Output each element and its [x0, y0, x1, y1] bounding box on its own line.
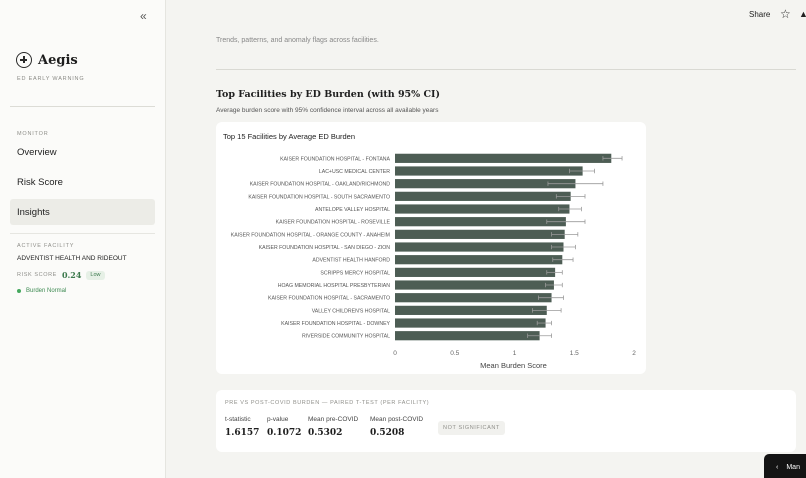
x-tick-label: 1	[513, 350, 517, 357]
x-tick-label: 0	[393, 350, 397, 357]
stat-mean-post-covid: Mean post-COVID 0.5208	[370, 416, 423, 438]
collapse-sidebar-button[interactable]: «	[140, 9, 147, 23]
status-dot-icon	[17, 289, 21, 293]
stat-label: t-statistic	[225, 416, 259, 423]
y-tick-label: KAISER FOUNDATION HOSPITAL - SAN DIEGO -…	[259, 245, 391, 251]
y-tick-label: KAISER FOUNDATION HOSPITAL - OAKLAND/RIC…	[250, 182, 391, 188]
monitor-section-label: MONITOR	[17, 131, 48, 137]
manage-label: Man	[786, 464, 800, 471]
chevron-left-icon: ‹	[776, 464, 778, 471]
risk-score-label: RISK SCORE	[17, 272, 57, 278]
chart-bar	[395, 166, 583, 175]
burden-bar-chart: Top 15 Facilities by Average ED Burden KA…	[216, 122, 646, 374]
main-divider	[216, 69, 796, 70]
stat-mean-pre-covid: Mean pre-COVID 0.5302	[308, 416, 358, 438]
x-axis-label: Mean Burden Score	[480, 361, 547, 370]
stat-label: p-value	[267, 416, 301, 423]
plus-circle-icon	[16, 52, 32, 68]
chart-bar	[395, 255, 562, 264]
active-facility-label: ACTIVE FACILITY	[17, 243, 74, 249]
chart-bar	[395, 192, 571, 201]
ttest-card: PRE VS POST-COVID BURDEN — PAIRED T-TEST…	[216, 390, 796, 452]
stat-value: 0.5208	[370, 428, 423, 438]
brand-name: Aegis	[38, 53, 78, 68]
chart-bar	[395, 154, 611, 163]
y-tick-label: ADVENTIST HEALTH HANFORD	[312, 258, 390, 264]
y-tick-label: KAISER FOUNDATION HOSPITAL - SOUTH SACRA…	[248, 194, 390, 200]
nav-item-insights[interactable]: Insights	[10, 199, 155, 225]
manage-app-button[interactable]: ‹ Man	[764, 454, 806, 478]
active-facility-name: ADVENTIST HEALTH AND RIDEOUT	[17, 255, 127, 262]
chart-bar	[395, 318, 546, 327]
stat-t-statistic: t-statistic 1.6157	[225, 416, 259, 438]
brand-subtitle: ED EARLY WARNING	[17, 76, 84, 82]
chart-bar	[395, 242, 563, 251]
significance-badge: NOT SIGNIFICANT	[438, 421, 505, 435]
y-tick-label: KAISER FOUNDATION HOSPITAL - DOWNEY	[281, 321, 390, 327]
stat-value: 0.5302	[308, 428, 358, 438]
chart-title: Top 15 Facilities by Average ED Burden	[223, 132, 355, 141]
burden-status: Burden Normal	[17, 288, 66, 294]
risk-score-value: 0.24	[62, 270, 81, 280]
chart-bar	[395, 331, 540, 340]
y-tick-label: KAISER FOUNDATION HOSPITAL - ORANGE COUN…	[231, 232, 390, 238]
x-tick-label: 2	[632, 350, 636, 357]
more-icon[interactable]: ▲	[799, 9, 806, 19]
star-icon[interactable]: ☆	[780, 7, 791, 21]
y-tick-label: LAC+USC MEDICAL CENTER	[319, 169, 390, 175]
sidebar: « Aegis ED EARLY WARNING MONITOR Overvie…	[0, 0, 166, 478]
y-tick-label: HOAG MEMORIAL HOSPITAL PRESBYTERIAN	[278, 283, 390, 289]
burden-status-label: Burden Normal	[26, 288, 66, 294]
y-tick-label: KAISER FOUNDATION HOSPITAL - FONTANA	[280, 156, 390, 162]
nav-item-risk-score[interactable]: Risk Score	[10, 169, 155, 195]
nav-item-overview[interactable]: Overview	[10, 139, 155, 165]
y-tick-label: KAISER FOUNDATION HOSPITAL - SACRAMENTO	[268, 296, 390, 302]
chart-bar	[395, 217, 566, 226]
risk-level-badge: Low	[86, 271, 104, 280]
ttest-title: PRE VS POST-COVID BURDEN — PAIRED T-TEST…	[225, 400, 429, 406]
chart-bar	[395, 204, 569, 213]
chart-bar	[395, 280, 554, 289]
section-subtitle: Average burden score with 95% confidence…	[216, 107, 438, 114]
y-tick-label: SCRIPPS MERCY HOSPITAL	[320, 270, 390, 276]
y-tick-label: ANTELOPE VALLEY HOSPITAL	[315, 207, 390, 213]
stat-value: 1.6157	[225, 428, 259, 438]
share-button[interactable]: Share	[749, 10, 770, 19]
sidebar-divider	[10, 233, 155, 234]
stat-label: Mean post-COVID	[370, 416, 423, 423]
chart-bar	[395, 306, 547, 315]
stat-label: Mean pre-COVID	[308, 416, 358, 423]
y-tick-label: VALLEY CHILDREN'S HOSPITAL	[312, 308, 390, 314]
stat-value: 0.1072	[267, 428, 301, 438]
chart-bar	[395, 230, 565, 239]
sidebar-divider	[10, 106, 155, 107]
chart-card: Top 15 Facilities by Average ED Burden KA…	[216, 122, 646, 374]
chart-bar	[395, 268, 555, 277]
section-title: Top Facilities by ED Burden (with 95% CI…	[216, 89, 440, 100]
x-tick-label: 1.5	[570, 350, 579, 357]
brand: Aegis	[16, 52, 78, 68]
risk-score-row: RISK SCORE 0.24 Low	[17, 270, 105, 280]
y-tick-label: RIVERSIDE COMMUNITY HOSPITAL	[302, 334, 390, 340]
y-tick-label: KAISER FOUNDATION HOSPITAL - ROSEVILLE	[276, 220, 391, 226]
chart-bar	[395, 293, 552, 302]
stat-p-value: p-value 0.1072	[267, 416, 301, 438]
x-tick-label: 0.5	[450, 350, 459, 357]
page-subtitle: Trends, patterns, and anomaly flags acro…	[216, 37, 379, 44]
